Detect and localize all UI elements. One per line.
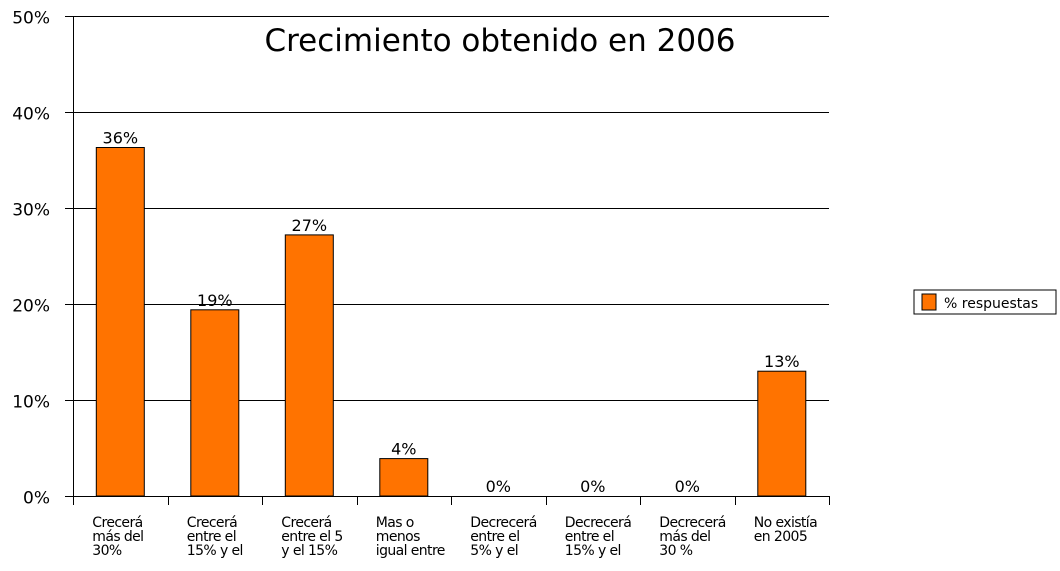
- bar-value-label: 4%: [391, 440, 416, 459]
- axes: [73, 16, 830, 505]
- x-tick-labels: Crecerá más del 30% Crecerá entre el 15% y el…: [92, 515, 817, 559]
- y-tick-label: 0%: [23, 489, 50, 509]
- bar-value-label: 13%: [764, 352, 800, 371]
- legend-label: % respuestas: [944, 296, 1038, 312]
- x-tick-label: Decrecerá más del 30 %: [659, 515, 725, 559]
- chart-title: Crecimiento obtenido en 2006: [264, 23, 735, 59]
- y-tick-label: 40%: [12, 105, 50, 125]
- y-tick-label: 50%: [12, 9, 50, 29]
- bar: [379, 458, 429, 497]
- bar: [757, 370, 807, 497]
- grid-lines: [65, 16, 829, 497]
- data-labels: 36% 19% 27% 4% 0% 0% 0% 13%: [103, 129, 800, 497]
- y-tick-labels: 0% 10% 20% 30% 40% 50%: [12, 9, 50, 509]
- bar-value-label: 36%: [103, 129, 139, 148]
- x-tick-label: Crecerá más del 30%: [92, 515, 143, 559]
- legend: % respuestas: [913, 289, 1057, 315]
- x-tick-label: Decrecerá entre el 5% y el: [470, 515, 536, 559]
- bar: [190, 309, 240, 497]
- x-tick-label: No existía en 2005: [754, 515, 817, 545]
- y-tick-label: 30%: [12, 201, 50, 221]
- y-tick-label: 10%: [12, 393, 50, 413]
- legend-box: [913, 289, 1057, 315]
- bar-value-label: 0%: [675, 477, 700, 496]
- legend-swatch: [921, 293, 937, 311]
- x-tick-label: Mas o menos igual entre: [376, 515, 445, 559]
- y-tick-label: 20%: [12, 297, 50, 317]
- bar: [95, 147, 145, 497]
- bar-value-label: 0%: [486, 477, 511, 496]
- bar-value-label: 0%: [580, 477, 605, 496]
- bar-value-label: 27%: [292, 216, 328, 235]
- bars: [95, 147, 807, 497]
- bar: [284, 234, 334, 497]
- x-tick-label: Decrecerá entre el 15% y el: [565, 515, 631, 559]
- bar-value-label: 19%: [197, 291, 233, 310]
- x-tick-label: Crecerá entre el 15% y el: [187, 515, 243, 559]
